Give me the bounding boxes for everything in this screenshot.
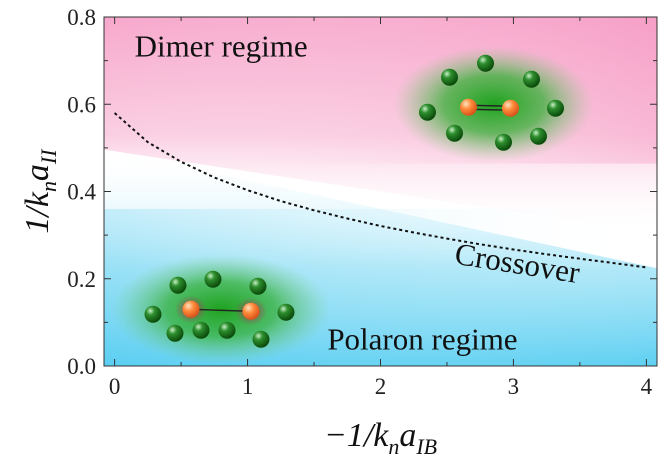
tick-labels: 0 1 2 3 4 0.0 0.2 0.4 0.6 0.8 — [67, 5, 652, 399]
bond-line — [190, 308, 252, 312]
polaron-regime-label: Polaron regime — [327, 321, 517, 356]
impurity-ball — [242, 302, 260, 320]
boson-ball — [494, 133, 512, 151]
impurity-ball — [501, 99, 519, 117]
boson-ball — [252, 330, 270, 348]
polaron-inset — [110, 254, 331, 365]
cloud — [110, 254, 331, 365]
y-tick-label: 0.2 — [67, 267, 96, 292]
boson-ball — [166, 324, 184, 342]
boson-ball — [169, 276, 187, 294]
impurity-ball — [459, 98, 477, 116]
y-tick-label: 0.8 — [67, 5, 96, 30]
x-tick-label: 4 — [641, 374, 653, 399]
y-tick-label: 0.6 — [67, 92, 96, 117]
x-axis-title: −1/knaIB — [324, 417, 437, 457]
boson-ball — [277, 303, 295, 321]
boson-ball — [249, 277, 267, 295]
dimer-inset — [393, 46, 594, 163]
impurity-ball — [182, 300, 200, 318]
insets — [110, 46, 594, 365]
boson-ball — [144, 305, 162, 323]
boson-ball — [476, 54, 494, 72]
boson-ball — [529, 127, 547, 145]
boson-ball — [218, 321, 236, 339]
y-tick-label: 0.4 — [67, 180, 96, 205]
x-tick-label: 0 — [109, 374, 121, 399]
x-tick-label: 3 — [508, 374, 520, 399]
y-tick-label: 0.0 — [67, 354, 96, 379]
boson-ball — [204, 270, 222, 288]
y-axis-title: 1/knaII — [19, 148, 61, 234]
dimer-regime-label: Dimer regime — [135, 28, 308, 63]
boson-ball — [192, 321, 210, 339]
boson-ball — [445, 124, 463, 142]
boson-ball — [546, 99, 564, 117]
x-tick-label: 1 — [242, 374, 254, 399]
boson-ball — [440, 68, 458, 86]
boson-ball — [522, 70, 540, 88]
x-tick-label: 2 — [375, 374, 387, 399]
plot-frame — [103, 16, 658, 367]
boson-ball — [418, 103, 436, 121]
